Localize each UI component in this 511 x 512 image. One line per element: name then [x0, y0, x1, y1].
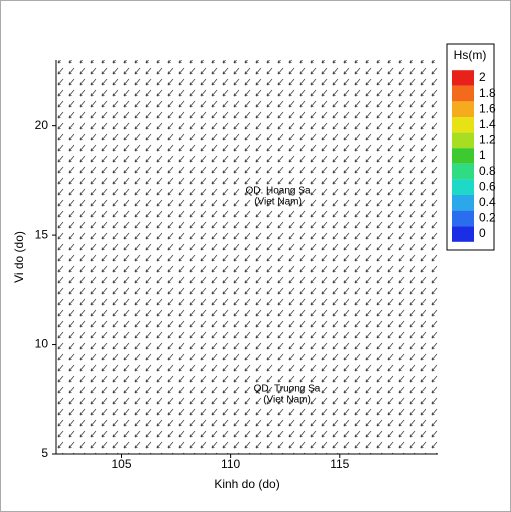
x-tick-label: 115	[330, 457, 349, 471]
x-tick-label: 110	[221, 457, 240, 471]
colorbar-label: 1.6	[479, 101, 496, 115]
colorbar-label: 0.6	[479, 179, 496, 193]
colorbar-label: 0.8	[479, 164, 496, 178]
colorbar-swatch	[452, 148, 474, 164]
colorbar-swatch	[452, 179, 474, 195]
annotation: (Viet Nam)	[263, 395, 311, 406]
colorbar-label: 1	[479, 148, 486, 162]
colorbar-swatch	[452, 70, 474, 86]
colorbar-swatch	[452, 195, 474, 211]
colorbar-swatch	[452, 210, 474, 227]
colorbar-label: 0.2	[479, 211, 496, 225]
wind-arrows	[56, 60, 438, 454]
colorbar-label: 0.4	[479, 195, 496, 209]
x-axis-label: Kinh do (do)	[214, 477, 279, 491]
y-axis-label: Vi do (do)	[12, 231, 26, 283]
axes: 105 110 115 5 10 15 20	[35, 60, 438, 471]
colorbar-swatch	[452, 132, 474, 149]
colorbar-title: Hs(m)	[454, 48, 487, 62]
y-tick-label: 5	[41, 446, 48, 460]
y-tick-label: 15	[35, 227, 49, 241]
colorbar-swatch	[452, 101, 474, 117]
colorbar-swatch	[452, 163, 474, 180]
x-tick-label: 105	[111, 457, 131, 471]
y-tick-label: 10	[35, 337, 49, 351]
colorbar-label: 0	[479, 226, 486, 240]
colorbar-label: 1.4	[479, 117, 496, 131]
colorbar-label: 1.8	[479, 86, 496, 100]
colorbar-label: 1.2	[479, 133, 496, 147]
colorbar-swatch	[452, 85, 474, 102]
y-tick-label: 20	[35, 118, 49, 132]
annotation: (Viet Nam)	[254, 197, 302, 208]
annotation: QD. Truong Sa	[254, 384, 321, 395]
colorbar: 2 1.81.6 1.4 1.21 0.80.6 0.4 0.20	[452, 70, 496, 242]
colorbar-swatch	[452, 117, 474, 133]
colorbar-swatch	[452, 226, 474, 242]
annotation: QD. Hoang Sa	[245, 186, 310, 197]
colorbar-label: 2	[479, 70, 486, 84]
